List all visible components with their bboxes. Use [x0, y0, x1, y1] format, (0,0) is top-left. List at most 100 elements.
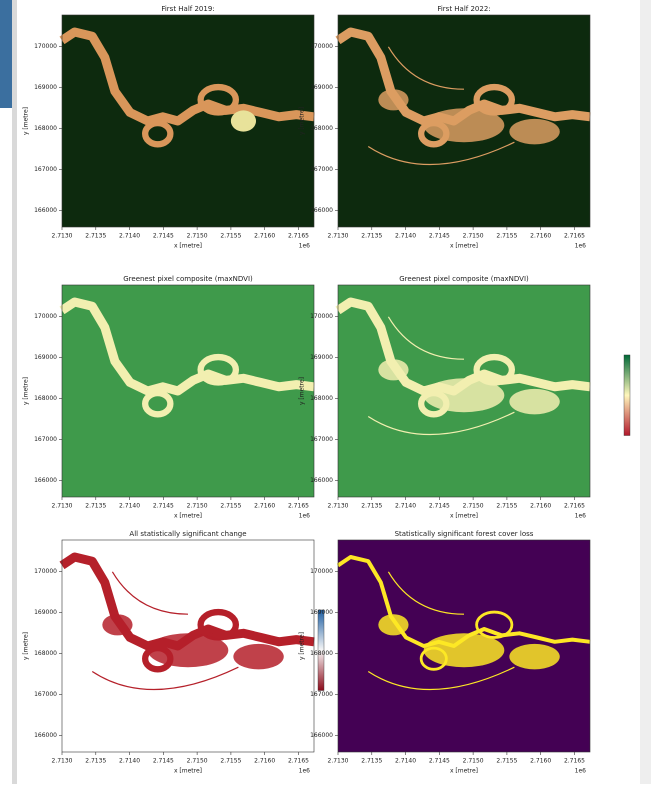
- x-tick-label: 2.7165: [564, 758, 585, 765]
- cleared-area: [509, 118, 560, 145]
- y-tick-label: 169000: [310, 84, 333, 91]
- x-tick-label: 2.7165: [288, 503, 309, 510]
- oxbow: [142, 119, 174, 148]
- y-tick-label: 167000: [34, 436, 57, 443]
- y-axis-label: y [metre]: [23, 632, 30, 660]
- tributary: [111, 571, 189, 615]
- x-tick-label: 2.7155: [496, 233, 517, 240]
- y-tick-label: 170000: [310, 313, 333, 320]
- y-axis-label: y [metre]: [299, 632, 306, 660]
- map-frame: [337, 284, 591, 498]
- y-tick-label: 166000: [310, 207, 333, 214]
- x-tick-label: 2.7145: [153, 233, 174, 240]
- map-frame: [61, 14, 315, 228]
- x-axis-label: x [metre]: [450, 768, 478, 775]
- y-tick-label: 166000: [34, 207, 57, 214]
- x-tick-label: 2.7145: [153, 503, 174, 510]
- x-tick-label: 2.7135: [361, 233, 382, 240]
- x-tick-label: 2.7145: [429, 758, 450, 765]
- cleared-area: [378, 89, 409, 111]
- right-border: [640, 0, 651, 784]
- y-tick-label: 168000: [34, 650, 57, 657]
- y-tick-label: 166000: [34, 732, 57, 739]
- cleared-area: [378, 614, 409, 636]
- x-tick-label: 2.7155: [220, 503, 241, 510]
- x-tick-label: 2.7135: [361, 503, 382, 510]
- x-tick-label: 2.7150: [187, 233, 208, 240]
- tributary: [387, 316, 465, 360]
- oxbow: [473, 353, 516, 386]
- y-tick-label: 166000: [310, 477, 333, 484]
- map-image: [59, 14, 315, 228]
- map-image: [335, 14, 591, 228]
- y-tick-label: 170000: [34, 313, 57, 320]
- x-offset-label: 1e6: [575, 243, 587, 250]
- y-axis-label: y [metre]: [23, 377, 30, 405]
- cleared-area: [423, 633, 505, 668]
- tributary: [367, 411, 515, 436]
- x-offset-label: 1e6: [575, 768, 587, 775]
- x-tick-label: 2.7165: [288, 758, 309, 765]
- x-tick-label: 2.7140: [119, 233, 140, 240]
- river: [59, 27, 315, 126]
- y-tick-label: 169000: [310, 354, 333, 361]
- x-tick-label: 2.7150: [187, 758, 208, 765]
- x-tick-label: 2.7155: [220, 758, 241, 765]
- y-tick-label: 169000: [34, 354, 57, 361]
- y-tick-label: 170000: [34, 568, 57, 575]
- x-tick-label: 2.7135: [85, 758, 106, 765]
- cleared-area: [147, 633, 229, 668]
- x-tick-label: 2.7140: [395, 758, 416, 765]
- y-tick-label: 170000: [310, 568, 333, 575]
- cleared-area: [230, 110, 257, 132]
- x-offset-label: 1e6: [575, 513, 587, 520]
- x-tick-label: 2.7130: [328, 758, 349, 765]
- side-border: [12, 0, 17, 784]
- y-tick-label: 169000: [34, 609, 57, 616]
- panel-title: Statistically significant forest cover l…: [395, 530, 534, 538]
- y-tick-label: 168000: [34, 125, 57, 132]
- x-tick-label: 2.7140: [119, 758, 140, 765]
- panel-title: First Half 2019:: [161, 5, 214, 13]
- map-frame: [337, 14, 591, 228]
- x-offset-label: 1e6: [299, 768, 311, 775]
- x-tick-label: 2.7140: [395, 233, 416, 240]
- y-tick-label: 168000: [310, 650, 333, 657]
- map-image: [59, 284, 315, 498]
- x-tick-label: 2.7160: [530, 758, 551, 765]
- x-tick-label: 2.7160: [530, 503, 551, 510]
- x-axis-label: x [metre]: [450, 513, 478, 520]
- y-tick-label: 167000: [34, 166, 57, 173]
- y-tick-label: 167000: [310, 166, 333, 173]
- y-tick-label: 168000: [34, 395, 57, 402]
- x-tick-label: 2.7155: [220, 233, 241, 240]
- x-tick-label: 2.7140: [119, 503, 140, 510]
- x-tick-label: 2.7160: [530, 233, 551, 240]
- x-axis-label: x [metre]: [174, 243, 202, 250]
- cleared-area: [509, 643, 560, 670]
- tributary: [91, 666, 239, 691]
- x-tick-label: 2.7150: [187, 503, 208, 510]
- y-tick-label: 168000: [310, 395, 333, 402]
- x-axis-label: x [metre]: [450, 243, 478, 250]
- tributary: [367, 141, 515, 166]
- y-tick-label: 170000: [34, 43, 57, 50]
- oxbow: [142, 389, 174, 418]
- cleared-area: [423, 378, 505, 413]
- y-axis-label: y [metre]: [299, 377, 306, 405]
- y-tick-label: 169000: [310, 609, 333, 616]
- x-tick-label: 2.7130: [52, 233, 73, 240]
- x-axis-label: x [metre]: [174, 513, 202, 520]
- panel-title: First Half 2022:: [437, 5, 490, 13]
- map-frame: [337, 539, 591, 753]
- x-tick-label: 2.7145: [429, 503, 450, 510]
- cleared-area: [509, 388, 560, 415]
- tributary: [387, 571, 465, 615]
- y-axis-label: y [metre]: [23, 107, 30, 135]
- x-axis-label: x [metre]: [174, 768, 202, 775]
- x-tick-label: 2.7145: [153, 758, 174, 765]
- map-frame: [61, 284, 315, 498]
- oxbow: [475, 610, 514, 639]
- panel-title: Greenest pixel composite (maxNDVI): [399, 275, 529, 283]
